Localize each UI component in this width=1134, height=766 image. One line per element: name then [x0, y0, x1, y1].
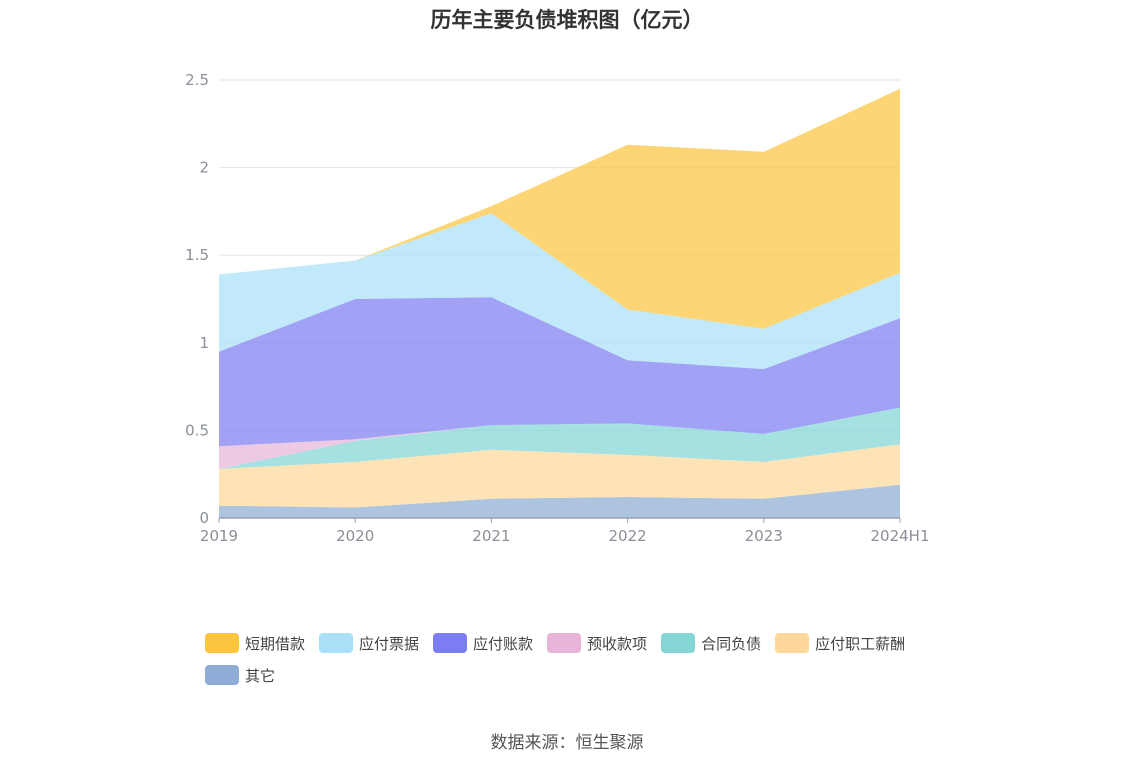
legend-label: 合同负债: [701, 634, 762, 653]
legend-item[interactable]: 预收款项: [547, 630, 647, 656]
x-tick-label: 2019: [200, 527, 238, 545]
y-tick-label: 1: [199, 334, 209, 352]
legend-item[interactable]: 应付票据: [319, 630, 419, 656]
y-tick-label: 0: [199, 509, 209, 527]
legend-item[interactable]: 其它: [205, 662, 275, 688]
legend-swatch: [205, 665, 239, 685]
y-tick-label: 0.5: [185, 421, 209, 439]
x-tick-label: 2022: [609, 527, 647, 545]
x-tick-label: 2020: [336, 527, 374, 545]
area-layer: [219, 88, 900, 518]
chart-title: 历年主要负债堆积图（亿元）: [430, 8, 704, 32]
legend-swatch: [319, 633, 354, 653]
legend-swatch: [205, 633, 239, 653]
legend-swatch: [547, 633, 582, 653]
legend: 短期借款 应付票据 应付账款 预收款项 合同负债 应付职工薪酬其它: [205, 630, 965, 694]
y-tick-label: 2: [199, 159, 209, 177]
legend-label: 预收款项: [587, 634, 648, 653]
legend-item[interactable]: 合同负债: [661, 630, 761, 656]
source-note: 数据来源：恒生聚源: [490, 733, 644, 753]
legend-swatch: [661, 633, 696, 653]
y-tick-label: 1.5: [185, 246, 209, 264]
legend-label: 其它: [245, 666, 276, 685]
legend-item[interactable]: 短期借款: [205, 630, 305, 656]
legend-label: 应付职工薪酬: [815, 634, 906, 653]
y-tick-label: 2.5: [185, 71, 209, 89]
area-series: [219, 297, 900, 447]
area-series: [219, 88, 900, 329]
area-series: [219, 213, 900, 370]
legend-label: 应付票据: [359, 634, 420, 653]
area-series: [219, 484, 900, 518]
legend-swatch: [775, 633, 810, 653]
x-tick-label: 2024H1: [871, 527, 930, 545]
legend-item[interactable]: 应付账款: [433, 630, 533, 656]
x-tick-label: 2023: [745, 527, 783, 545]
x-tick-label: 2021: [472, 527, 510, 545]
legend-item[interactable]: 应付职工薪酬: [775, 630, 905, 656]
axis-layer: 0 0.5 1 1.5 2 2.5 2019 2020 2021 2022 2023 2024H1: [185, 71, 929, 545]
area-series: [219, 444, 900, 508]
legend-label: 应付账款: [473, 634, 534, 653]
legend-label: 短期借款: [245, 634, 306, 653]
area-series: [219, 407, 900, 469]
legend-swatch: [433, 633, 468, 653]
